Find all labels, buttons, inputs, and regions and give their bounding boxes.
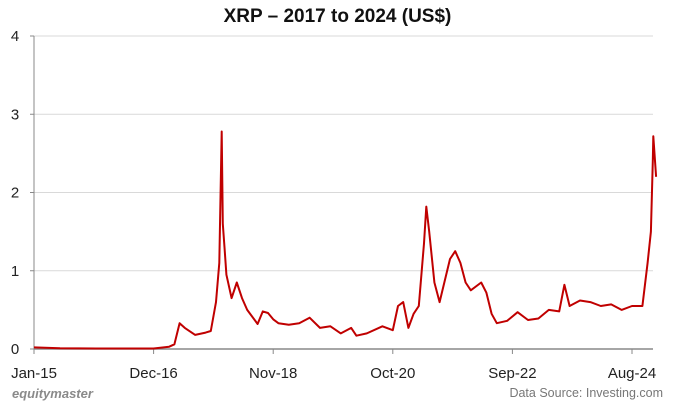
y-tick-label: 4: [11, 28, 19, 45]
y-tick-label: 0: [11, 341, 19, 358]
x-tick-label: Nov-18: [249, 365, 297, 382]
y-tick-label: 2: [11, 185, 19, 202]
y-tick-label: 1: [11, 263, 19, 280]
x-tick-label: Sep-22: [488, 365, 536, 382]
x-tick-label: Oct-20: [370, 365, 415, 382]
y-tick-label: 3: [11, 106, 19, 123]
xrp-price-line: [33, 130, 658, 350]
equitymaster-logo: equitymaster: [12, 386, 93, 401]
data-source-note: Data Source: Investing.com: [509, 386, 663, 400]
x-tick-label: Aug-24: [608, 365, 656, 382]
x-tick-label: Jan-15: [11, 365, 57, 382]
x-axis-ticks: Jan-15 Dec-16 Nov-18 Oct-20 Sep-22 Aug-24: [11, 349, 656, 382]
gridlines: [34, 35, 653, 272]
y-axis-ticks: 0 1 2 3 4: [11, 28, 34, 358]
chart-title: XRP – 2017 to 2024 (US$): [223, 6, 452, 27]
x-tick-label: Dec-16: [129, 365, 177, 382]
